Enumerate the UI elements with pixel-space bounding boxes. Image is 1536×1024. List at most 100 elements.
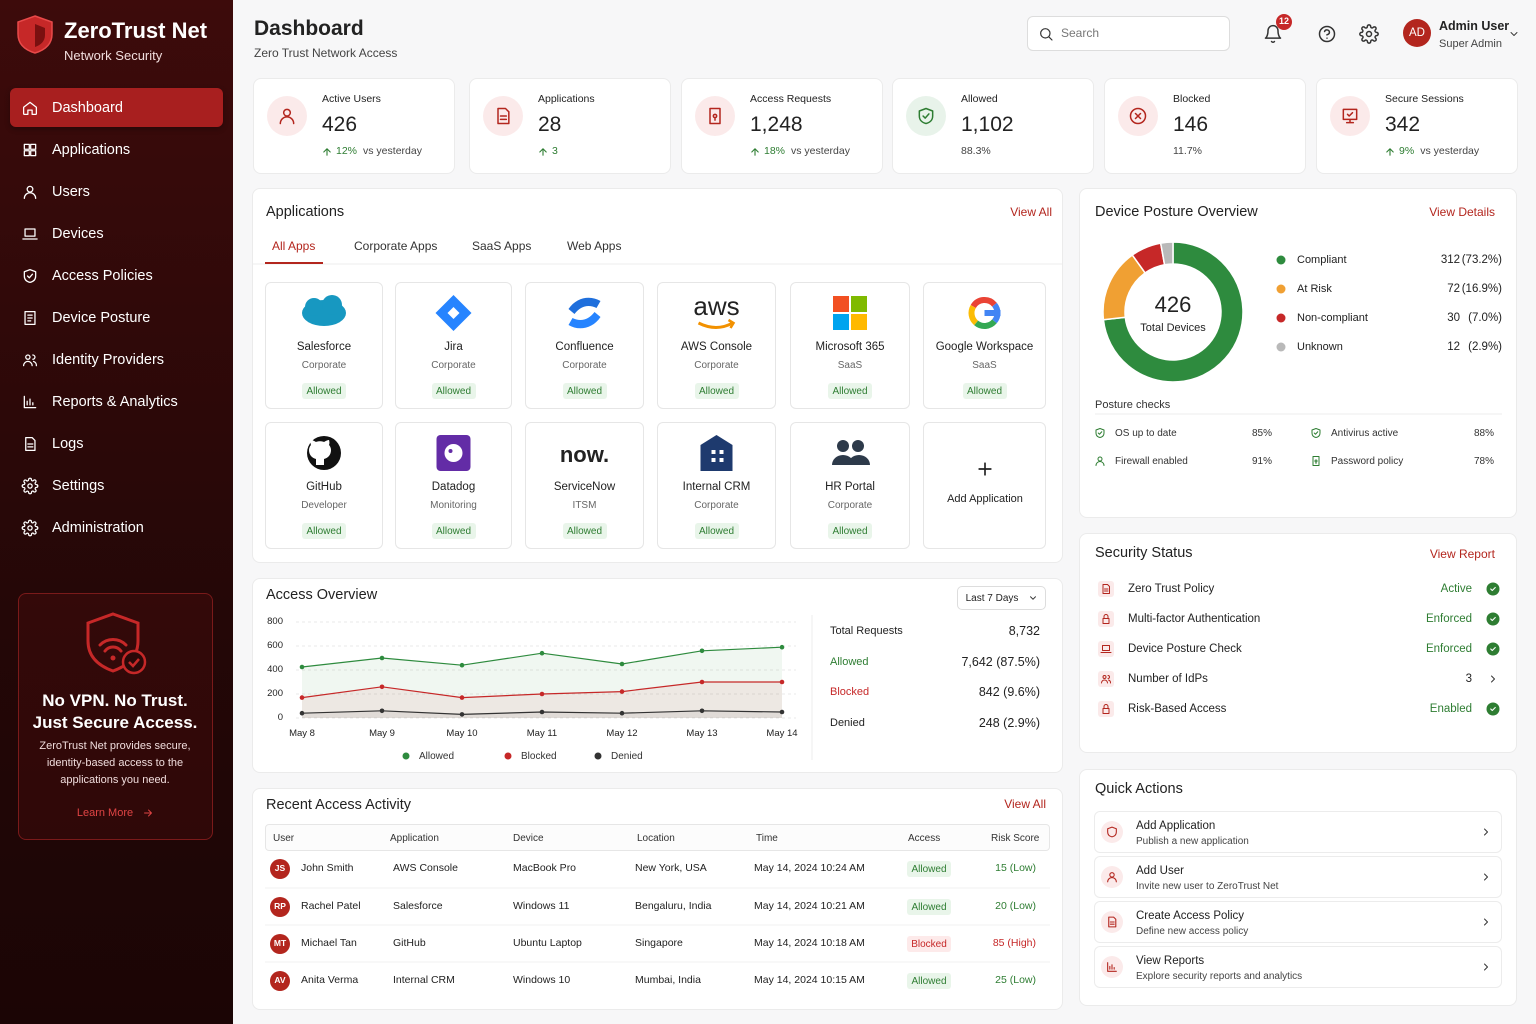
legend-value: 312 [1440, 253, 1460, 266]
user-initials: MT [273, 938, 287, 949]
stat-note: 11.7% [1173, 145, 1202, 158]
legend-pct: (73.2%) [1461, 253, 1502, 266]
app-status [302, 383, 346, 399]
tab[interactable]: SaaS Apps [472, 239, 532, 254]
logo-part [832, 455, 870, 465]
icon-path [21, 477, 39, 495]
range-label[interactable]: Last 7 Days [965, 592, 1019, 604]
legend-dot [1276, 284, 1286, 294]
app-name: Microsoft 365 [815, 340, 885, 353]
status-state: Enforced [1425, 642, 1472, 655]
tab[interactable]: Web Apps [567, 239, 622, 254]
quick-action[interactable] [1094, 946, 1502, 988]
cell-access-text: Allowed [911, 901, 947, 913]
icon-path [22, 354, 38, 367]
icon-path [1100, 645, 1112, 653]
view-report-link[interactable]: View Report [1429, 547, 1495, 562]
tab[interactable]: All Apps [272, 239, 316, 254]
y-tick-label: 600 [267, 639, 283, 651]
nav-item[interactable]: Device Posture [52, 309, 151, 326]
cell-location: Mumbai, India [635, 974, 701, 987]
logo-part [851, 314, 867, 330]
data-point [779, 644, 785, 650]
add-app-tile[interactable] [923, 422, 1046, 549]
promo-link[interactable]: Learn More [76, 806, 134, 819]
panel-title: Access Overview [266, 586, 378, 603]
nav-item[interactable]: Applications [52, 141, 131, 158]
icon-bg [906, 96, 946, 136]
app-category: Corporate [431, 359, 476, 371]
icon-path [1030, 596, 1036, 600]
nav-item[interactable]: Devices [52, 225, 104, 242]
add-app-label[interactable]: Add Application [947, 492, 1023, 505]
app-status [431, 383, 476, 399]
icon-path [25, 436, 36, 452]
icon-path [1095, 456, 1105, 466]
user-initials: JS [274, 863, 286, 874]
nav-item[interactable]: Reports & Analytics [52, 393, 178, 410]
view-all-link[interactable]: View All [1004, 797, 1046, 812]
x-tick-label: May 11 [526, 727, 558, 739]
stat-label: Secure Sessions [1385, 93, 1464, 106]
summary-value: 842 (9.6%) [978, 684, 1040, 699]
logo-part [447, 307, 460, 319]
check-name: Antivirus active [1331, 427, 1399, 439]
access-overview-panel [252, 578, 1063, 773]
promo-check [128, 658, 140, 668]
quick-action[interactable] [1094, 856, 1502, 898]
data-point [459, 695, 465, 700]
summary-value: 248 (2.9%) [978, 715, 1040, 730]
icon-path [1095, 428, 1105, 438]
nav-item[interactable]: Identity Providers [52, 351, 165, 368]
column-header: Time [756, 832, 778, 844]
cell-risk: 20 (Low) [995, 900, 1036, 913]
tab[interactable]: Corporate Apps [354, 239, 438, 254]
search-box[interactable] [1027, 16, 1230, 51]
nav-item[interactable]: Access Policies [52, 267, 153, 284]
promo-title: No VPN. No Trust. Just Secure Access. [32, 691, 198, 733]
search-placeholder[interactable]: Search [1061, 26, 1100, 41]
summary-label: Denied [830, 716, 865, 729]
nav-item[interactable]: Administration [52, 519, 144, 536]
range-dropdown[interactable] [957, 586, 1046, 610]
view-all-link[interactable]: View All [1010, 205, 1052, 220]
nav-item[interactable]: Settings [52, 477, 105, 494]
nav-active[interactable] [10, 88, 223, 127]
nav-item[interactable]: Logs [52, 435, 84, 452]
legend-pct: (7.0%) [1468, 311, 1502, 324]
icon-bg [1101, 821, 1123, 843]
y-tick-label: 400 [267, 663, 283, 675]
panel-title: Security Status [1095, 544, 1193, 561]
quick-action[interactable] [1094, 811, 1502, 853]
cell-access-text: Allowed [911, 975, 947, 987]
quick-action[interactable] [1094, 901, 1502, 943]
app-status [562, 383, 607, 399]
summary-label: Total Requests [830, 624, 903, 637]
app-status-text: Allowed [566, 525, 603, 537]
app-logo [302, 295, 346, 326]
icon [22, 354, 38, 367]
stat-value: 1,102 [961, 113, 1014, 137]
app-status-text: Allowed [698, 385, 735, 397]
icon-path [1318, 25, 1336, 43]
app-status [562, 523, 607, 539]
nav-item[interactable]: Users [52, 183, 90, 200]
x-tick-label: May 8 [289, 727, 315, 739]
icon [23, 395, 37, 409]
series-area [302, 682, 782, 718]
app-status [302, 523, 346, 539]
icon [1100, 645, 1112, 653]
icon-path [23, 185, 37, 200]
view-details-link[interactable]: View Details [1429, 205, 1495, 220]
icon [1491, 675, 1495, 683]
icon [1484, 873, 1488, 881]
legend-name: Unknown [1297, 340, 1343, 353]
notification-count: 12 [1278, 16, 1289, 27]
cell-device: MacBook Pro [513, 862, 577, 875]
icon [1095, 456, 1105, 466]
app-logo-text: aws [693, 291, 740, 322]
cell-access [907, 936, 951, 952]
icon-path [279, 108, 295, 125]
data-point [619, 689, 625, 694]
nav-item[interactable]: Dashboard [52, 99, 123, 116]
